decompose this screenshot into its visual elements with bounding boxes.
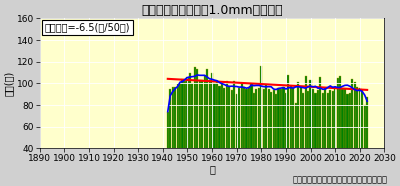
- Bar: [346, 94, 348, 186]
- Bar: [339, 76, 341, 186]
- Bar: [349, 93, 351, 186]
- Bar: [359, 88, 361, 186]
- Bar: [351, 79, 354, 186]
- Bar: [354, 82, 356, 186]
- Bar: [319, 77, 322, 186]
- Bar: [364, 105, 366, 186]
- Bar: [248, 87, 250, 186]
- Bar: [258, 88, 260, 186]
- Title: 高松の年間日降水量1.0mm以上日数: 高松の年間日降水量1.0mm以上日数: [141, 4, 283, 17]
- Bar: [312, 89, 314, 186]
- Bar: [310, 80, 312, 186]
- Bar: [214, 83, 216, 186]
- Bar: [332, 91, 334, 186]
- Bar: [282, 87, 284, 186]
- Bar: [211, 73, 213, 186]
- Bar: [255, 89, 258, 186]
- Bar: [186, 77, 188, 186]
- Bar: [189, 73, 191, 186]
- Bar: [250, 84, 252, 186]
- Bar: [304, 76, 307, 186]
- Bar: [322, 93, 324, 186]
- Bar: [206, 69, 208, 186]
- Bar: [236, 94, 238, 186]
- Bar: [204, 76, 206, 186]
- Bar: [278, 88, 280, 186]
- Bar: [233, 81, 235, 186]
- Bar: [272, 90, 275, 186]
- Bar: [199, 80, 201, 186]
- Bar: [297, 82, 299, 186]
- Bar: [287, 75, 290, 186]
- Bar: [169, 89, 171, 186]
- Bar: [238, 88, 240, 186]
- Bar: [270, 92, 272, 186]
- Text: 変化傾向=-6.5(日/50年): 変化傾向=-6.5(日/50年): [45, 22, 130, 32]
- Bar: [182, 79, 184, 186]
- Bar: [223, 88, 226, 186]
- Bar: [302, 93, 304, 186]
- Bar: [246, 89, 248, 186]
- Bar: [243, 87, 245, 186]
- Bar: [280, 89, 282, 186]
- Bar: [329, 90, 331, 186]
- Bar: [218, 86, 220, 186]
- Bar: [265, 84, 267, 186]
- Bar: [240, 83, 243, 186]
- Bar: [167, 112, 169, 186]
- Bar: [314, 93, 316, 186]
- Bar: [342, 89, 344, 186]
- Bar: [334, 88, 336, 186]
- Bar: [307, 91, 309, 186]
- Bar: [292, 88, 294, 186]
- Bar: [344, 89, 346, 186]
- Bar: [361, 90, 363, 186]
- Bar: [290, 86, 292, 186]
- Bar: [221, 84, 223, 186]
- Bar: [228, 86, 230, 186]
- Y-axis label: 日数(日): 日数(日): [4, 71, 14, 96]
- Bar: [208, 80, 211, 186]
- Bar: [174, 87, 176, 186]
- Bar: [263, 89, 265, 186]
- Bar: [324, 88, 326, 186]
- Bar: [231, 90, 233, 186]
- Bar: [179, 83, 181, 186]
- Bar: [191, 83, 194, 186]
- Bar: [201, 80, 203, 186]
- Bar: [327, 93, 329, 186]
- Bar: [216, 82, 218, 186]
- Bar: [295, 103, 297, 186]
- Bar: [285, 93, 287, 186]
- X-axis label: 年: 年: [209, 164, 215, 174]
- Bar: [253, 93, 255, 186]
- Bar: [176, 84, 179, 186]
- Bar: [184, 81, 186, 186]
- Bar: [172, 87, 174, 186]
- Text: 気象庁ホームページのデータを用いて作図: 気象庁ホームページのデータを用いて作図: [293, 175, 388, 184]
- Bar: [356, 87, 358, 186]
- Bar: [366, 97, 368, 186]
- Bar: [260, 66, 262, 186]
- Bar: [268, 89, 270, 186]
- Bar: [275, 94, 277, 186]
- Bar: [300, 87, 302, 186]
- Bar: [196, 69, 198, 186]
- Bar: [226, 81, 228, 186]
- Bar: [194, 67, 196, 186]
- Bar: [317, 90, 319, 186]
- Bar: [336, 78, 339, 186]
